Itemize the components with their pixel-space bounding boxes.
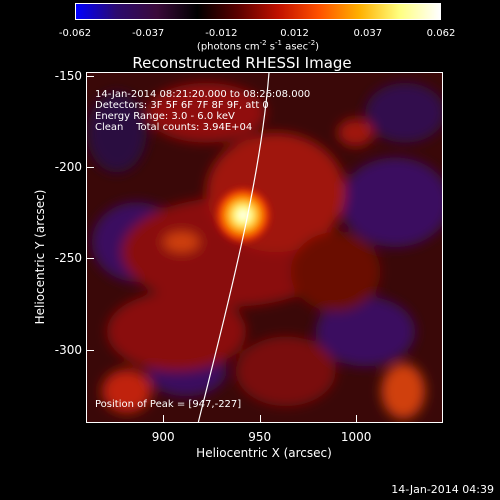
- colorbar-tick-label: 0.012: [280, 28, 309, 39]
- x-tick-mark: [356, 415, 358, 423]
- y-tick-label: -200: [54, 160, 82, 175]
- x-tick-mark: [163, 415, 165, 423]
- colorbar-tick-label: -0.062: [58, 28, 92, 39]
- x-tick-mark: [259, 415, 261, 423]
- colorbar-tick-label: -0.012: [205, 28, 238, 39]
- y-tick-mark: [86, 75, 94, 77]
- info-clean-counts: Clean Total counts: 3.94E+04: [95, 122, 253, 133]
- colorbar: [75, 3, 441, 20]
- colorbar-tick-label: -0.037: [132, 28, 165, 39]
- y-axis-label: Heliocentric Y (arcsec): [33, 189, 47, 325]
- rhessi-map: [87, 73, 442, 422]
- x-tick-label: 900: [151, 430, 175, 444]
- colorbar-tick-label: 0.062: [426, 28, 456, 39]
- info-time-range: 14-Jan-2014 08:21:20.000 to 08:26:08.000: [95, 89, 311, 100]
- y-tick-label: -150: [54, 68, 82, 83]
- x-tick-label: 1000: [340, 430, 372, 444]
- info-energy-range: Energy Range: 3.0 - 6.0 keV: [95, 111, 235, 122]
- y-tick-label: -250: [54, 251, 82, 266]
- solar-limb-line: [197, 73, 270, 422]
- y-tick-label: -300: [54, 342, 82, 357]
- image-plot-frame: 14-Jan-2014 08:21:20.000 to 08:26:08.000…: [86, 72, 443, 423]
- x-axis-label: Heliocentric X (arcsec): [196, 446, 332, 460]
- footer-date: 14-Jan-2014 04:39: [391, 483, 494, 496]
- x-tick-label: 950: [248, 430, 272, 444]
- y-tick-mark: [86, 167, 94, 169]
- plot-title: Reconstructed RHESSI Image: [132, 54, 352, 72]
- y-tick-mark: [86, 258, 94, 260]
- y-tick-mark: [86, 349, 94, 351]
- info-peak-position: Position of Peak = [947,-227]: [95, 399, 242, 410]
- colorbar-unit-label: (photons cm-2 s-1 asec-2): [196, 39, 320, 53]
- map-background-emission: [87, 82, 442, 420]
- info-detectors: Detectors: 3F 5F 6F 7F 8F 9F, att 0: [95, 100, 269, 111]
- emission-peak: [213, 185, 273, 246]
- colorbar-tick-label: 0.037: [353, 28, 383, 39]
